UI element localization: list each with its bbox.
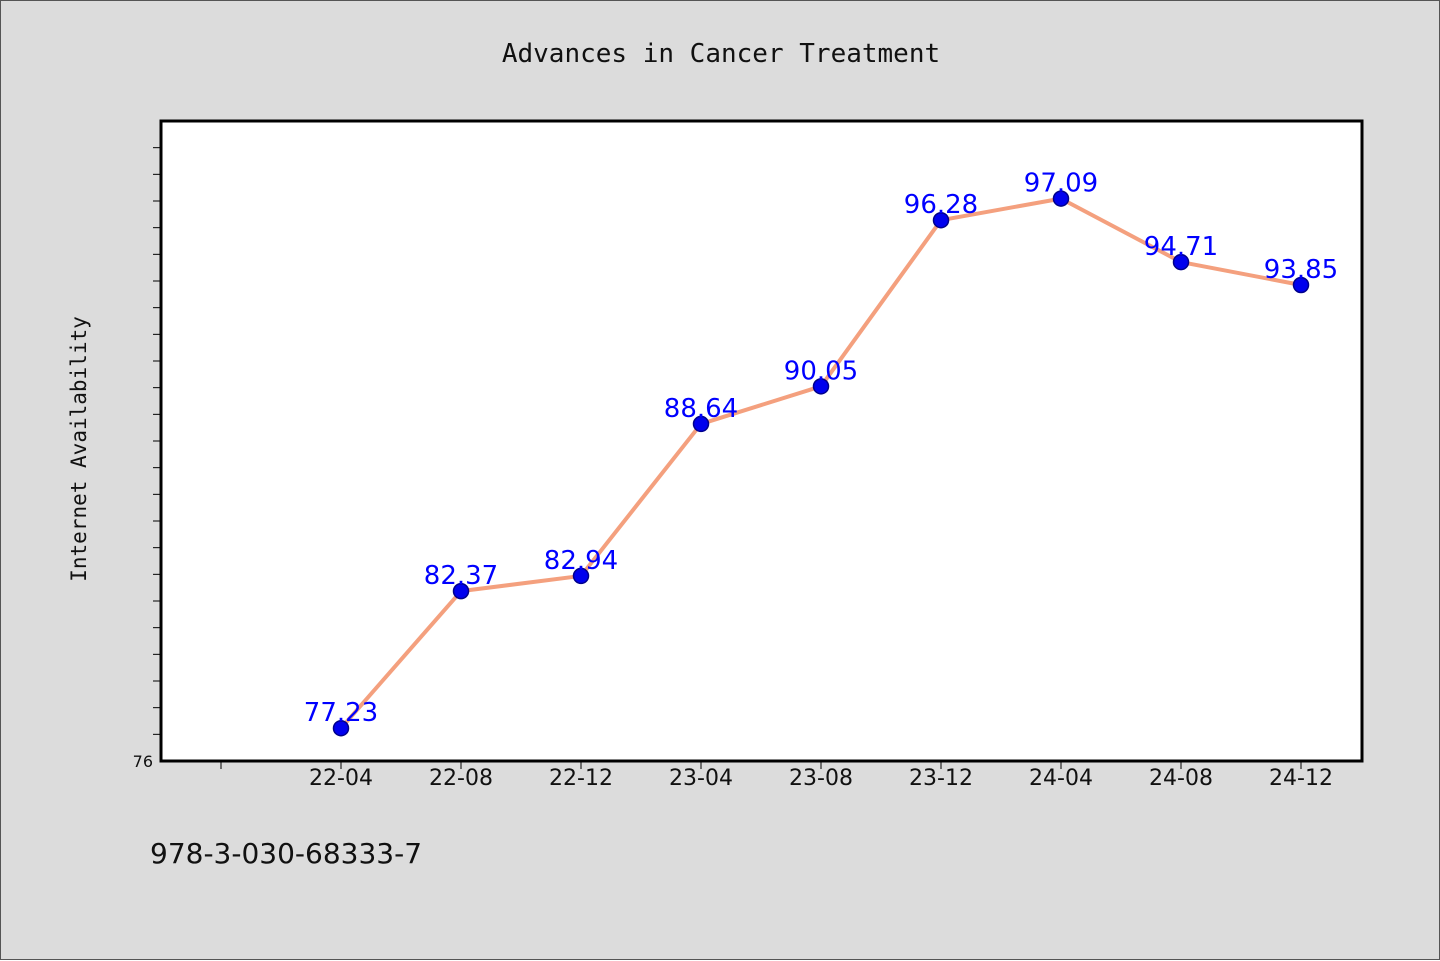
data-point: [452, 582, 470, 600]
x-tick-label: 22-12: [549, 766, 613, 791]
isbn-note: 978-3-030-68333-7: [150, 837, 422, 870]
data-point: [1292, 276, 1310, 294]
data-label: 93.85: [1264, 255, 1338, 285]
x-tick-label: 23-04: [669, 766, 733, 791]
y-tick-label: 76: [133, 752, 153, 771]
series-group: 77.23 82.37 82.94 88.64 90.05 96.28 97.09 94.71…: [304, 169, 1338, 737]
x-tick-label: 23-12: [909, 766, 973, 791]
data-label: 96.28: [904, 190, 978, 220]
x-axis-ticks: 22-04 22-08 22-12 23-04 23-08 23-12 24-04 24-08…: [220, 761, 1333, 791]
x-tick-label: 24-08: [1149, 766, 1213, 791]
data-point: [1172, 253, 1190, 271]
data-label: 90.05: [784, 356, 858, 386]
chart-title: Advances in Cancer Treatment: [502, 39, 940, 69]
x-tick-label: 24-04: [1029, 766, 1093, 791]
data-label: 88.64: [664, 394, 738, 424]
x-tick-label: 22-08: [429, 766, 493, 791]
y-axis-ticks: 76: [133, 147, 161, 771]
data-label: 77.23: [304, 698, 378, 728]
data-point: [332, 719, 350, 737]
data-point: [932, 211, 950, 229]
data-label: 82.37: [424, 561, 498, 591]
data-point: [1052, 190, 1070, 207]
data-label: 97.09: [1024, 169, 1098, 199]
y-axis-label: Internet Availability: [67, 316, 91, 582]
x-tick-label: 23-08: [789, 766, 853, 791]
data-label: 94.71: [1144, 232, 1218, 262]
x-tick-label: 24-12: [1269, 766, 1333, 791]
data-point: [572, 567, 590, 585]
data-label: 82.94: [544, 546, 618, 576]
plot-frame: [159, 119, 1364, 763]
x-tick-label: 22-04: [309, 766, 373, 791]
data-point: [812, 378, 830, 395]
data-point: [692, 415, 710, 433]
plot-area: [161, 121, 1362, 761]
